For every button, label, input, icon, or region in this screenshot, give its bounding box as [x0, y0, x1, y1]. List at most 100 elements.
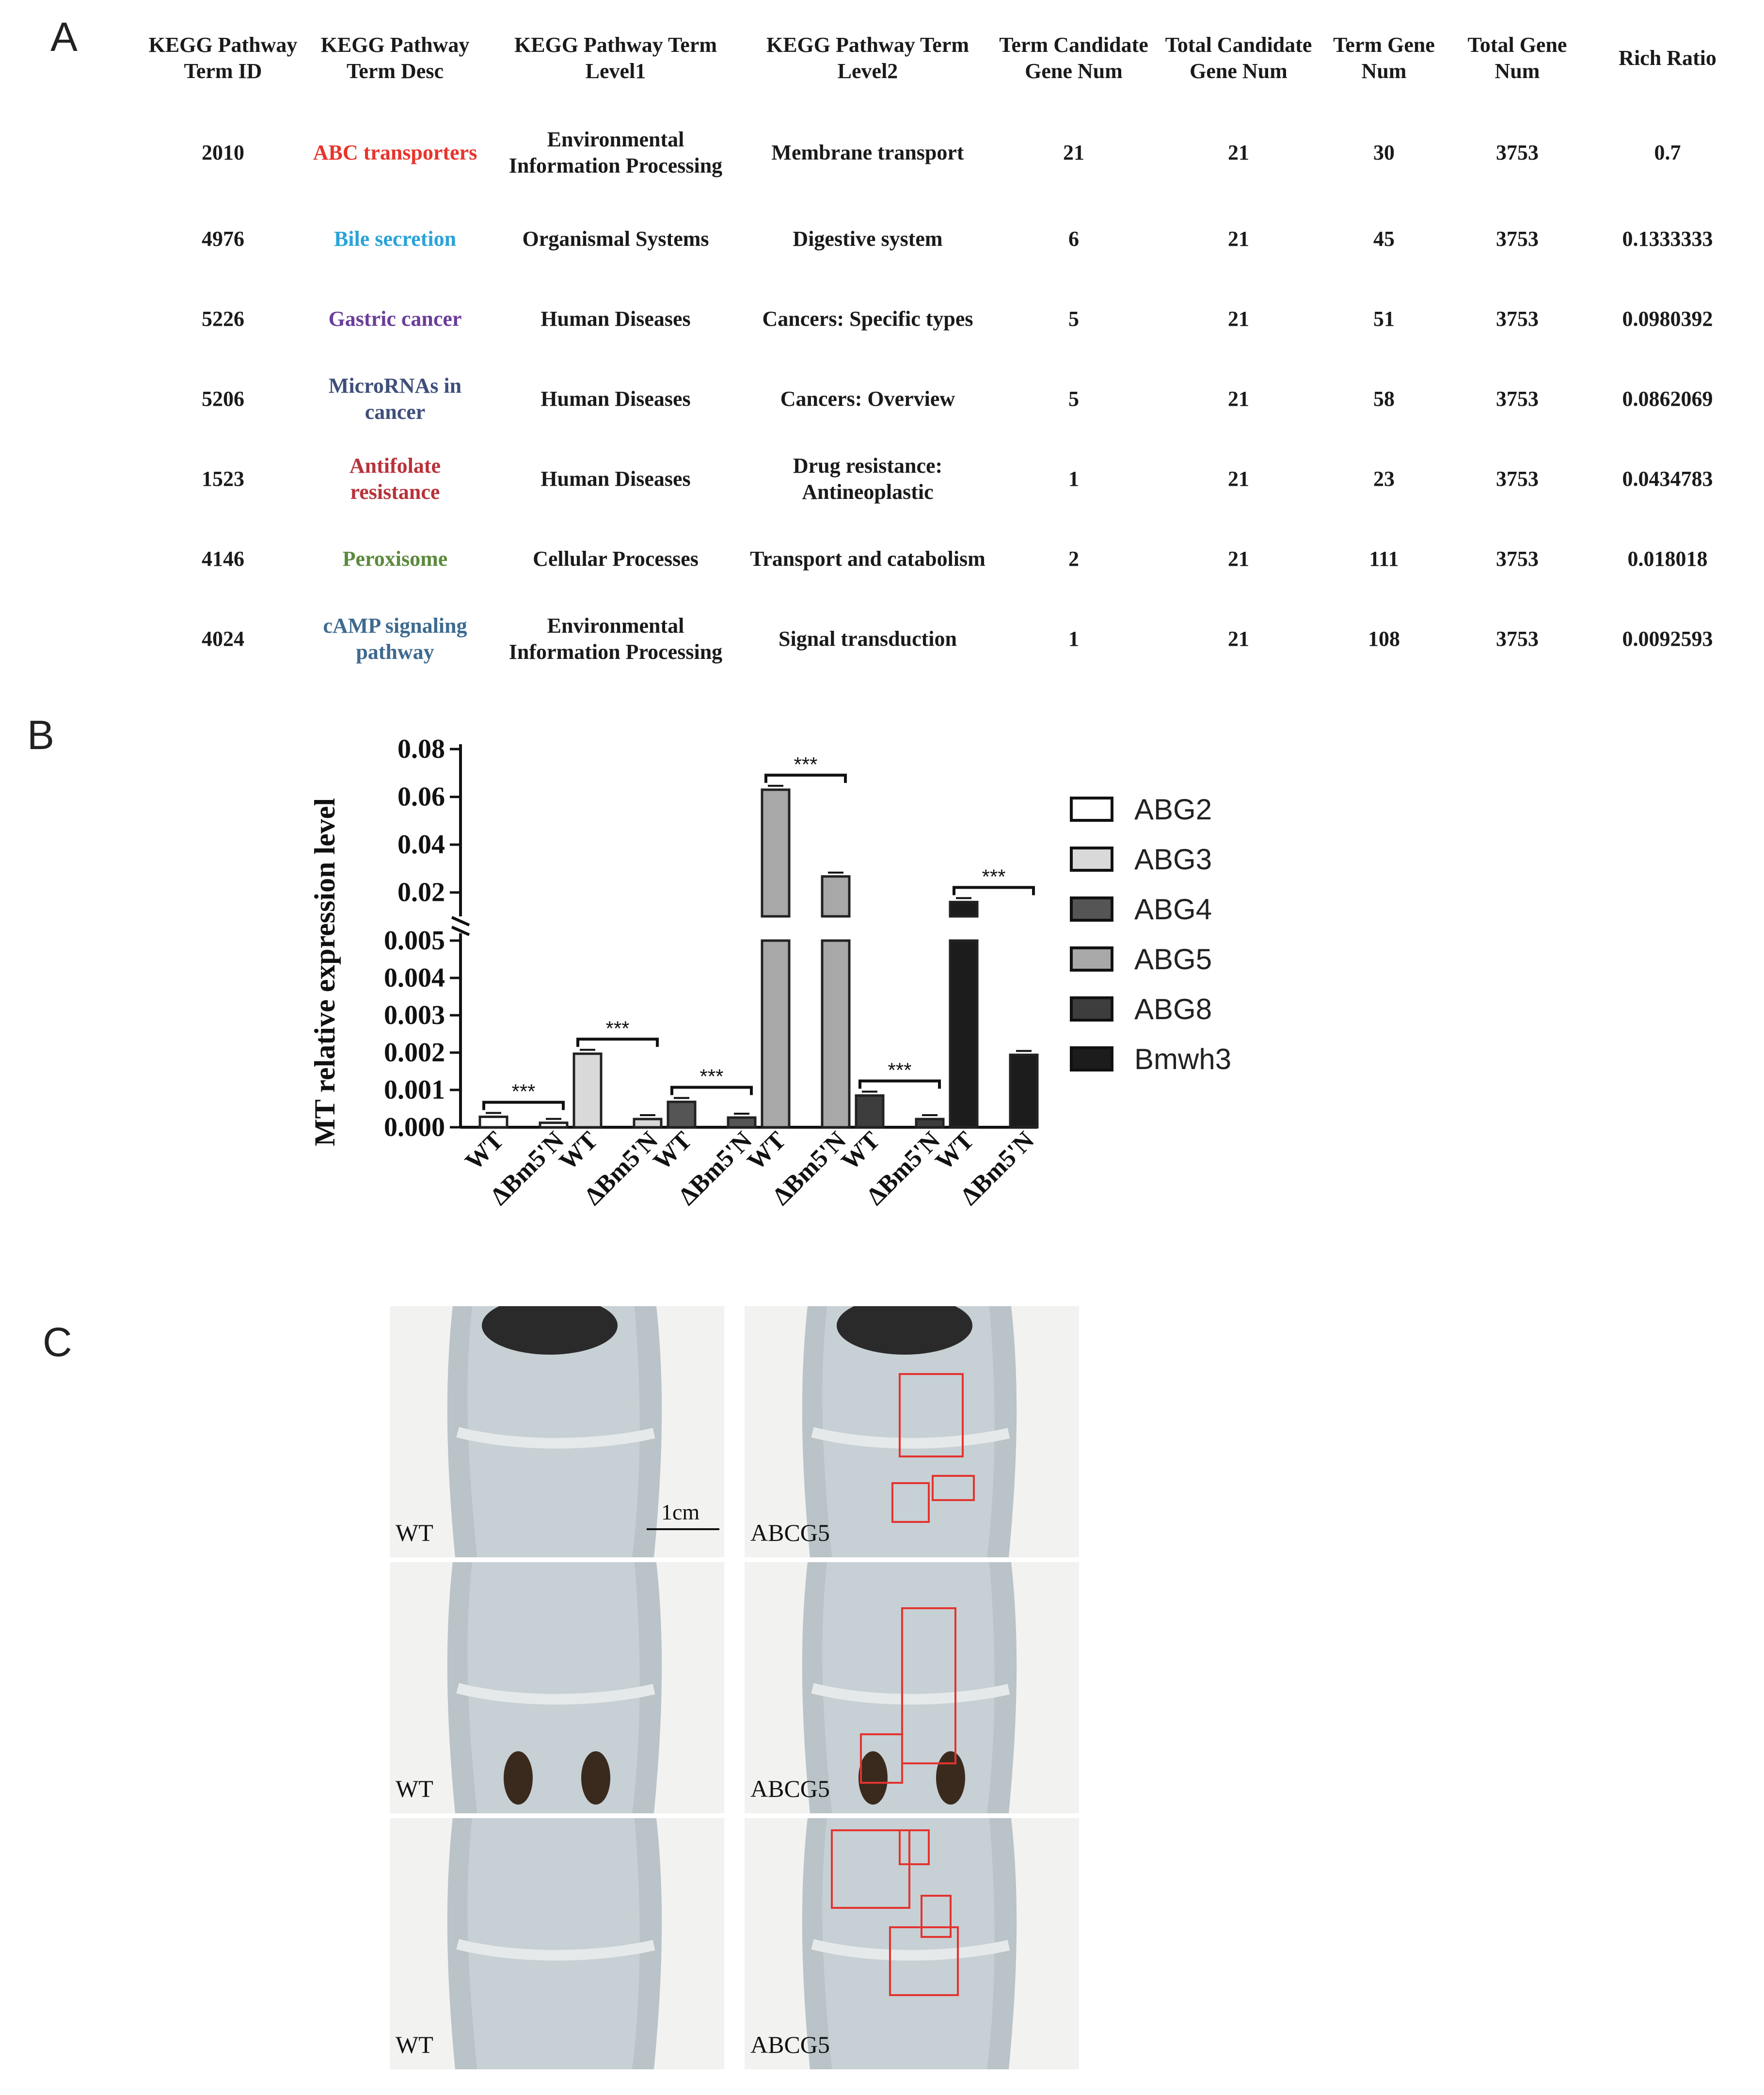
- cell-total-candidate-gene-num: 21: [1228, 306, 1249, 331]
- significance-bracket: [953, 886, 1035, 896]
- highlight-box: [891, 1482, 930, 1523]
- significance-bracket: [858, 1079, 941, 1089]
- significance-bracket: [576, 1038, 659, 1047]
- larva-image: [745, 1306, 1079, 1557]
- cell-term-id: 5206: [202, 386, 244, 411]
- larva-image: [390, 1562, 724, 1813]
- panel-label-b: B: [27, 712, 55, 758]
- header-term-level2: KEGG Pathway Term Level2: [766, 33, 969, 83]
- header-term-id: KEGG Pathway Term ID: [148, 33, 298, 83]
- photo-label: WT: [396, 1775, 433, 1802]
- y-tick-label: 0.002: [384, 1038, 445, 1068]
- bar-abg3-mutant: [633, 1118, 663, 1129]
- cell-total-candidate-gene-num: 21: [1228, 141, 1249, 164]
- header-total-gene-num: Total Gene Num: [1467, 33, 1567, 83]
- x-category-label: WT: [648, 1126, 698, 1176]
- cell-total-gene-num: 3753: [1496, 466, 1539, 491]
- cell-term-level2: Transport and catabolism: [750, 546, 985, 571]
- header-total-candidate-gene-num: Total Candidate Gene Num: [1165, 33, 1312, 83]
- larva-image: [745, 1562, 1079, 1813]
- cell-term-level2: Signal transduction: [779, 626, 957, 651]
- cell-rich-ratio: 0.7: [1654, 141, 1681, 164]
- scale-bar: [647, 1528, 719, 1530]
- y-tick-label: 0.004: [384, 963, 445, 993]
- y-tick-label: 0.000: [384, 1112, 445, 1142]
- cell-term-gene-num: 58: [1373, 386, 1395, 411]
- legend-swatch-bmwh3: [1070, 1046, 1113, 1071]
- photo-label: ABCG5: [750, 1519, 830, 1546]
- cell-term-candidate-gene-num: 5: [1068, 386, 1079, 411]
- cell-total-gene-num: 3753: [1496, 626, 1539, 651]
- table-row: 5206 MicroRNAs in cancer Human Diseases Can…: [145, 359, 1745, 439]
- bar-abg8-mutant: [915, 1118, 945, 1129]
- cell-term-gene-num: 108: [1368, 626, 1400, 651]
- cell-term-id: 5226: [202, 306, 244, 331]
- significance-label: ***: [605, 1017, 629, 1040]
- y-tick-label: 0.005: [384, 926, 445, 956]
- cell-rich-ratio: 0.1333333: [1622, 226, 1713, 251]
- y-tick-label: 0.003: [384, 1000, 445, 1030]
- cell-term-level2: Cancers: Overview: [780, 386, 955, 411]
- panel-label-a: A: [50, 14, 78, 60]
- bar-abg5-wt-upper: [761, 788, 791, 918]
- cell-term-candidate-gene-num: 1: [1068, 626, 1079, 651]
- cell-term-gene-num: 45: [1373, 226, 1395, 251]
- cell-term-candidate-gene-num: 5: [1068, 306, 1079, 331]
- highlight-box: [921, 1895, 952, 1938]
- table-row: 1523 Antifolate resistance Human Diseases D…: [145, 439, 1745, 519]
- larva-image: [390, 1818, 724, 2069]
- legend-swatch-abg2: [1070, 797, 1113, 822]
- axis-break-mark: [451, 926, 470, 936]
- legend-label-abg5: ABG5: [1134, 943, 1212, 976]
- bar-abg2-wt: [478, 1115, 509, 1129]
- cell-term-gene-num: 111: [1369, 546, 1399, 571]
- legend-label-bmwh3: Bmwh3: [1134, 1043, 1231, 1075]
- significance-label: ***: [511, 1080, 535, 1103]
- table-row: 5226 Gastric cancer Human Diseases Cancers:…: [145, 279, 1745, 359]
- x-category-label: WT: [742, 1126, 792, 1176]
- bar-abg8-wt: [855, 1094, 885, 1129]
- photo-wt: WT 1cm: [390, 1306, 724, 1557]
- photo-abcg5: ABCG5: [745, 1818, 1079, 2069]
- header-term-desc: KEGG Pathway Term Desc: [320, 33, 470, 83]
- highlight-box: [899, 1373, 964, 1457]
- cell-term-desc: Antifolate resistance: [349, 453, 441, 504]
- photo-abcg5: ABCG5: [745, 1306, 1079, 1557]
- expression-bar-chart: 0.000 0.001 0.002 0.003 0.004 0.005 0.02 0.04 0.…: [309, 734, 1231, 1211]
- bar-abg4-mutant: [727, 1116, 757, 1129]
- cell-total-candidate-gene-num: 21: [1228, 466, 1249, 491]
- axis-break-mark: [451, 916, 470, 927]
- cell-term-desc: Gastric cancer: [328, 306, 462, 331]
- bar-bmwh3-wt-lower: [949, 939, 979, 1129]
- significance-label: ***: [982, 865, 1005, 888]
- cell-term-desc: Peroxisome: [342, 546, 448, 571]
- table-row: 2010 ABC transporters Environmental Inform…: [145, 107, 1745, 199]
- photo-wt: WT: [390, 1818, 724, 2069]
- highlight-box: [831, 1829, 910, 1909]
- cell-term-candidate-gene-num: 21: [1063, 141, 1084, 164]
- table-row: 4024 cAMP signaling pathway Environmental …: [145, 599, 1745, 679]
- photo-label: WT: [396, 1519, 433, 1546]
- significance-bracket: [670, 1086, 753, 1095]
- legend-swatch-abg5: [1070, 946, 1113, 972]
- cell-term-level2: Drug resistance: Antineoplastic: [793, 453, 943, 504]
- significance-label: ***: [888, 1059, 911, 1082]
- cell-term-level1: Environmental Information Processing: [509, 613, 723, 664]
- significance-label: ***: [794, 753, 817, 776]
- legend-label-abg8: ABG8: [1134, 993, 1212, 1025]
- table-body: 2010 ABC transporters Environmental Inform…: [145, 107, 1745, 679]
- significance-brackets: *** *** *** *** *** ***: [482, 753, 1035, 1110]
- larva-image: [745, 1818, 1079, 2069]
- cell-term-gene-num: 23: [1373, 466, 1395, 491]
- legend-label-abg3: ABG3: [1134, 843, 1212, 876]
- cell-term-level1: Human Diseases: [540, 306, 691, 331]
- cell-term-desc: cAMP signaling pathway: [323, 613, 467, 664]
- legend-swatch-abg8: [1070, 996, 1113, 1022]
- photo-label: ABCG5: [750, 1775, 830, 1802]
- significance-label: ***: [699, 1065, 723, 1088]
- cell-term-level1: Environmental Information Processing: [509, 128, 723, 177]
- bar-abg3-wt: [572, 1052, 603, 1129]
- photo-label: ABCG5: [750, 2031, 830, 2058]
- cell-term-candidate-gene-num: 6: [1068, 226, 1079, 251]
- cell-total-candidate-gene-num: 21: [1228, 546, 1249, 571]
